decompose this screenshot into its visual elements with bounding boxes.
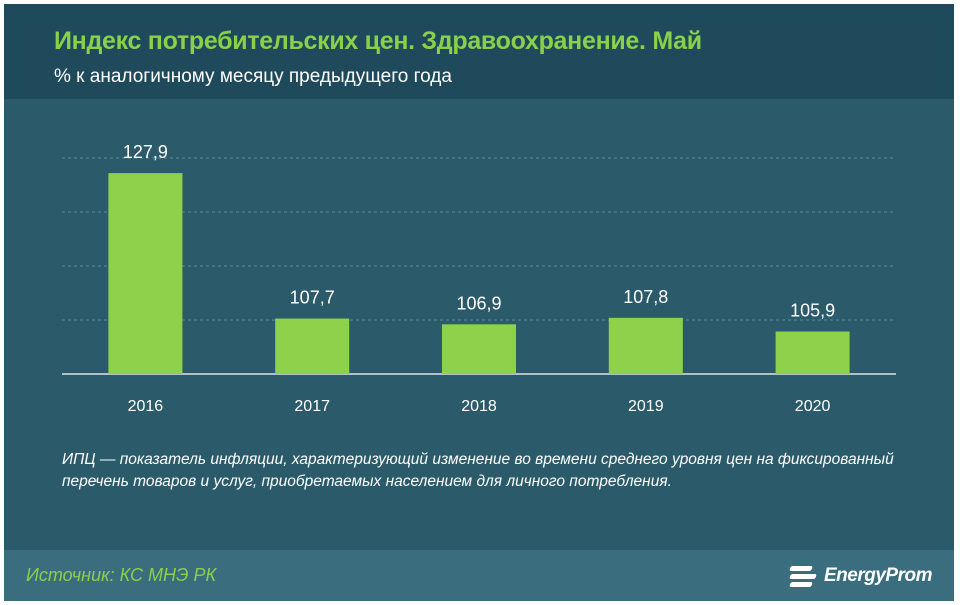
cpi-definition-note: ИПЦ — показатель инфляции, характеризующ… (62, 451, 894, 490)
x-tick-label-2016: 2016 (128, 398, 164, 415)
bar-2018 (442, 324, 516, 374)
bar-2016 (108, 173, 183, 374)
header-panel (4, 4, 954, 99)
source-label: Источник: КС МНЭ РК (26, 565, 217, 585)
data-label-2016: 127,9 (123, 142, 168, 162)
x-tick-label-2019: 2019 (628, 398, 664, 415)
x-tick-label-2017: 2017 (294, 398, 330, 415)
bar-2017 (275, 318, 350, 374)
x-tick-label-2018: 2018 (461, 398, 497, 415)
bar-2019 (608, 317, 683, 374)
data-label-2020: 105,9 (790, 301, 835, 321)
x-tick-label-2020: 2020 (795, 398, 831, 415)
data-label-2018: 106,9 (456, 293, 501, 313)
logo-text: EnergyProm (824, 565, 932, 586)
energyprom-logo: EnergyProm (789, 563, 932, 589)
bar-2020 (775, 331, 850, 374)
data-label-2017: 107,7 (290, 288, 335, 308)
data-label-2019: 107,8 (623, 287, 668, 307)
chart-title: Индекс потребительских цен. Здравоохране… (54, 27, 702, 55)
chart-subtitle: % к аналогичному месяцу предыдущего года (54, 66, 452, 87)
logo-stripes-icon (789, 563, 820, 589)
